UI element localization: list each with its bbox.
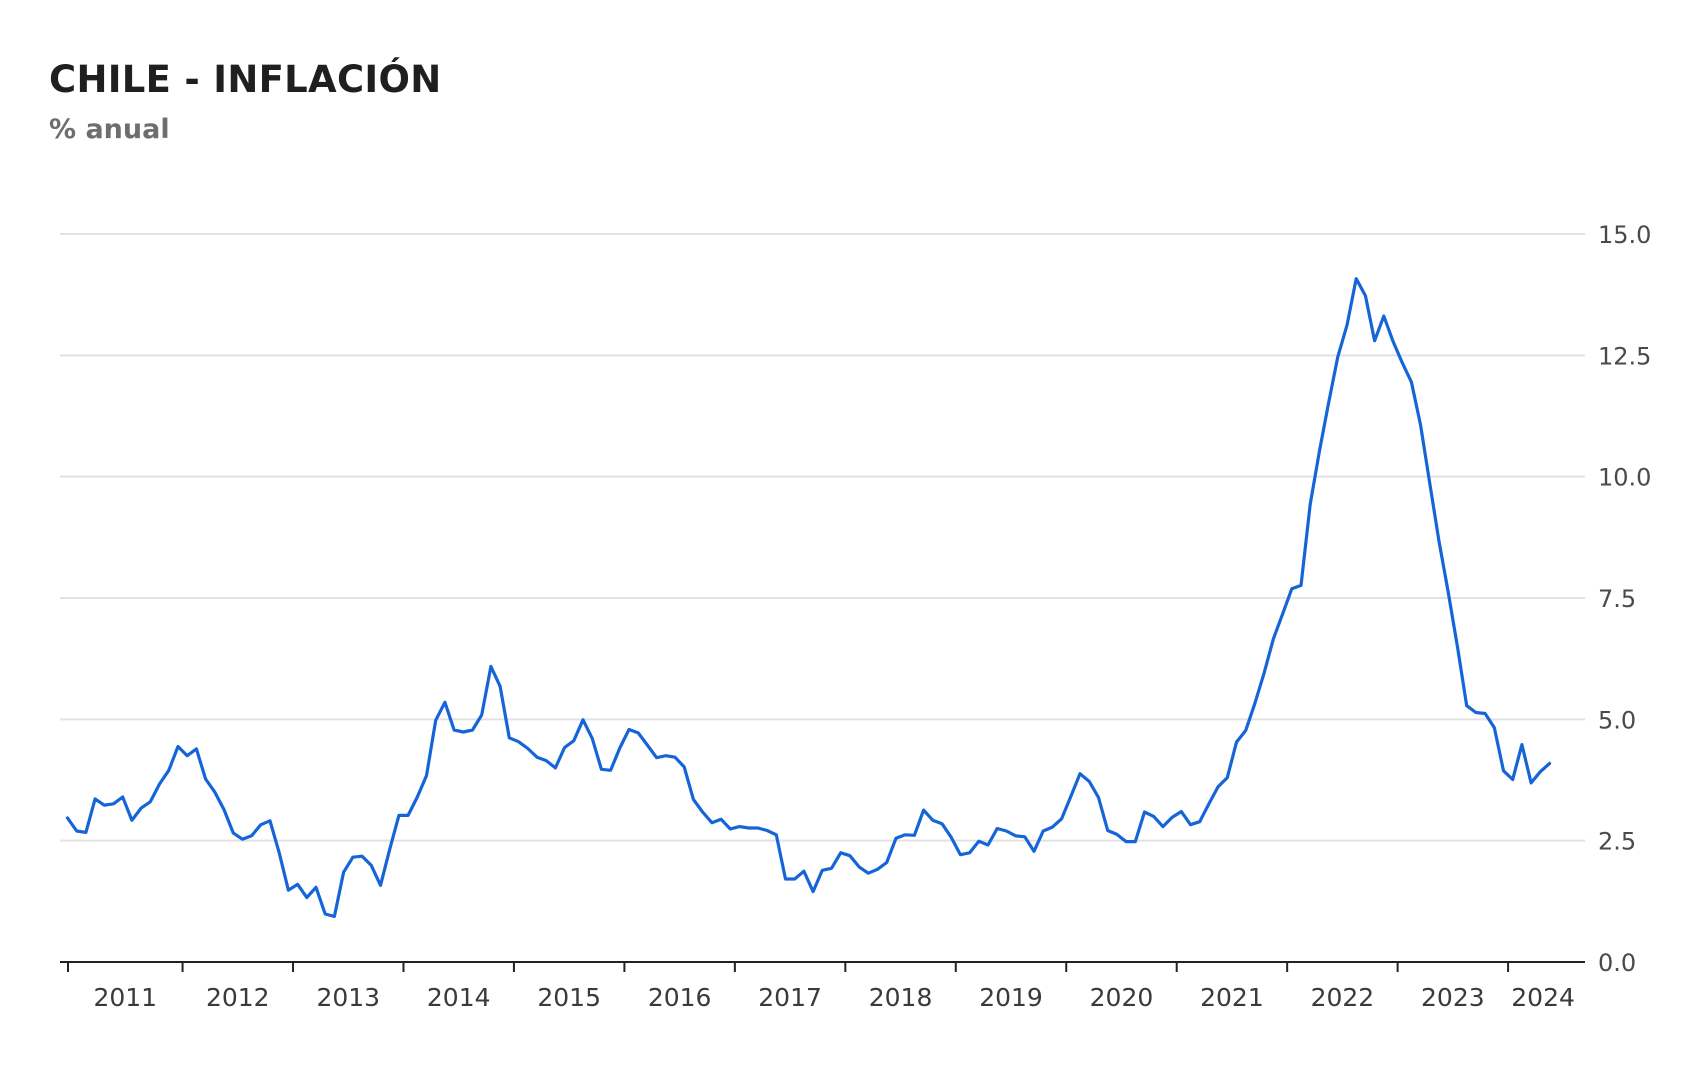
x-tick-label: 2023 [1421,983,1485,1012]
x-tick-label: 2019 [979,983,1043,1012]
y-axis-labels: 0.0 2.5 5.0 7.5 10.0 12.5 15.0 [1598,221,1651,977]
x-tick-label: 2015 [537,983,601,1012]
chart-title: CHILE - INFLACIÓN [49,58,442,101]
y-tick-label: 5.0 [1598,706,1636,734]
x-tick-label: 2024 [1511,983,1575,1012]
series-layer [65,277,1552,919]
x-tick-label: 2017 [758,983,822,1012]
y-tick-label: 10.0 [1598,464,1651,492]
x-tick-label: 2011 [93,983,157,1012]
y-tick-label: 15.0 [1598,221,1651,249]
x-tick-label: 2012 [206,983,270,1012]
chart-subtitle: % anual [49,114,170,145]
x-tick-label: 2014 [427,983,491,1012]
inflation-series-line [65,277,1552,919]
y-tick-label: 0.0 [1598,949,1636,977]
x-tick-label: 2013 [316,983,380,1012]
grid-lines [60,233,1585,842]
y-tick-label: 12.5 [1598,342,1651,370]
x-tick-label: 2016 [648,983,712,1012]
y-tick-label: 2.5 [1598,828,1636,856]
x-axis-labels: 2011 2012 2013 2014 2015 2016 2017 2018 2019 2020… [93,983,1574,1012]
x-tick-label: 2018 [869,983,933,1012]
y-tick-label: 7.5 [1598,585,1636,613]
x-tick-label: 2020 [1090,983,1154,1012]
x-axis [60,961,1585,972]
x-tick-label: 2022 [1311,983,1375,1012]
x-tick-label: 2021 [1200,983,1264,1012]
